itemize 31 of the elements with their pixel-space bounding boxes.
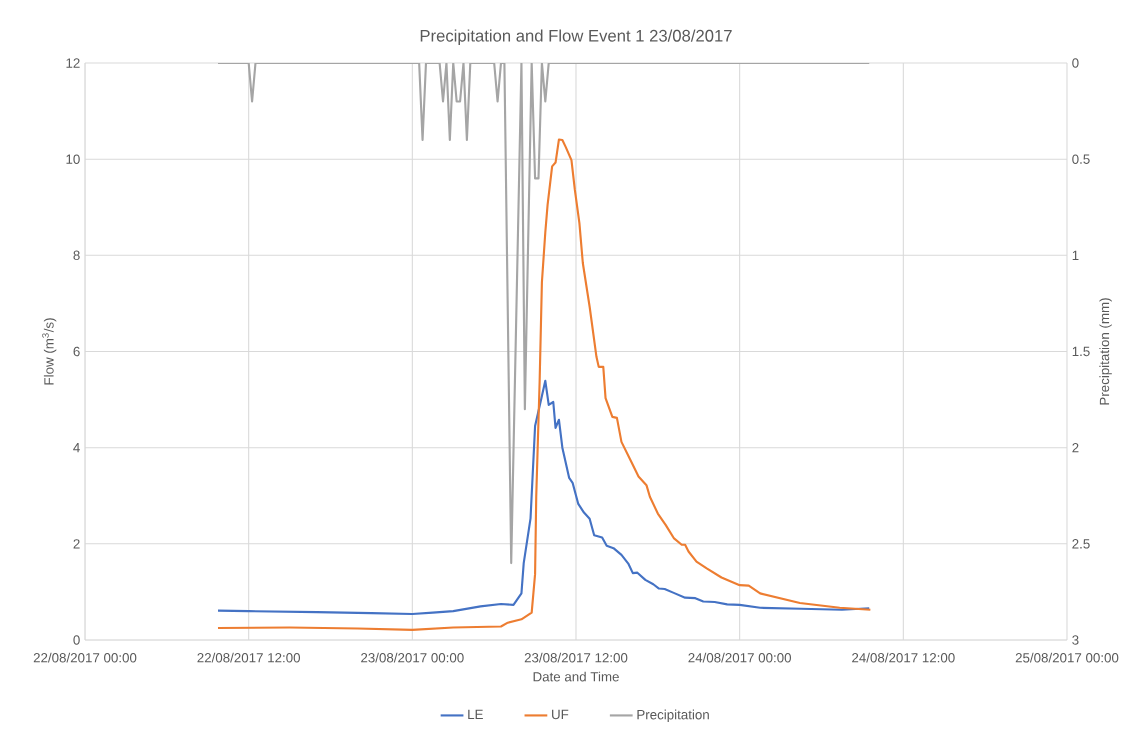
y2-tick-label: 0.5	[1072, 154, 1090, 164]
line-series	[216, 138, 872, 631]
x-tick-label: 23/08/2017 00:00	[361, 652, 464, 663]
x-axis-title: Date and Time	[533, 671, 619, 682]
y2-tick-label: 3	[1072, 635, 1079, 645]
y-tick-label: 12	[66, 58, 80, 68]
y2-tick-label: 2	[1072, 443, 1079, 453]
y-tick-label: 6	[73, 346, 80, 357]
line-series	[216, 379, 871, 616]
y2-axis-title: Precipitation (mm)	[1099, 298, 1112, 405]
x-tick-label: 25/08/2017 00:00	[1015, 652, 1119, 663]
y-tick-label: 8	[73, 250, 80, 261]
y-tick-label: 0	[73, 635, 80, 645]
legend-label: Precipitation	[637, 709, 709, 723]
x-tick-label: 22/08/2017 12:00	[197, 652, 301, 663]
x-tick-label: 24/08/2017 12:00	[852, 652, 955, 663]
y2-tick-label: 1.5	[1072, 346, 1090, 357]
x-tick-label: 23/08/2017 12:00	[524, 652, 628, 663]
y-tick-label: 4	[73, 443, 80, 453]
y2-tick-label: 2.5	[1072, 539, 1090, 549]
x-tick-label: 22/08/2017 00:00	[33, 652, 137, 663]
line-series	[216, 63, 871, 565]
x-tick-label: 24/08/2017 00:00	[688, 652, 792, 663]
y-tick-label: 2	[73, 539, 80, 549]
y-axis-title: Flow (m$^{3}$/s)	[42, 318, 57, 385]
y2-tick-label: 1	[1072, 250, 1079, 260]
legend-label: LE	[468, 709, 483, 720]
y2-tick-label: 0	[1072, 58, 1079, 68]
y-tick-label: 10	[66, 154, 80, 164]
legend-label: UF	[552, 709, 569, 720]
chart-title: Precipitation and Flow Event 1 23/08/2017	[420, 29, 732, 45]
